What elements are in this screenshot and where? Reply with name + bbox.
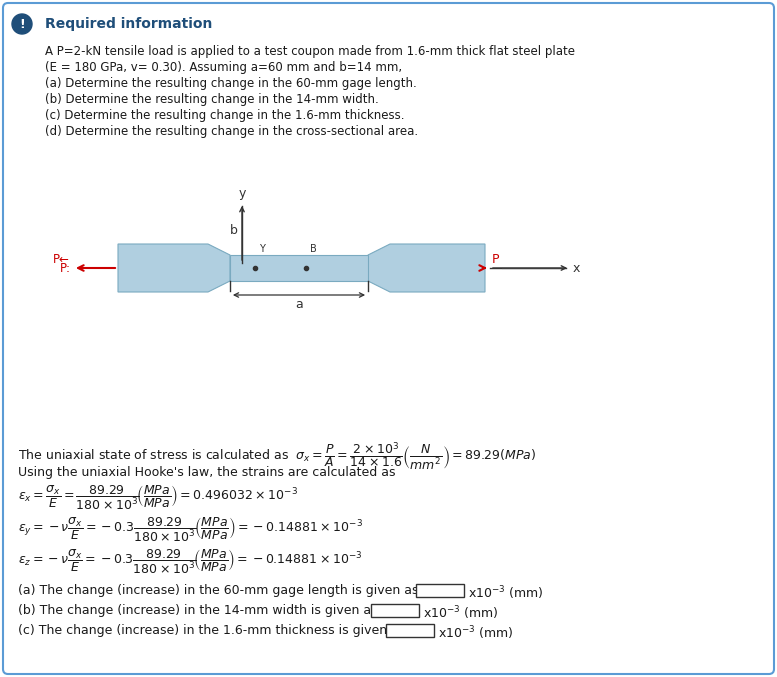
Text: Using the uniaxial Hooke's law, the strains are calculated as: Using the uniaxial Hooke's law, the stra… bbox=[18, 466, 395, 479]
Circle shape bbox=[12, 14, 32, 34]
Text: (c) The change (increase) in the 1.6-mm thickness is given as: (c) The change (increase) in the 1.6-mm … bbox=[18, 624, 406, 637]
FancyBboxPatch shape bbox=[3, 3, 774, 674]
Text: A P=2-kN tensile load is applied to a test coupon made from 1.6-mm thick flat st: A P=2-kN tensile load is applied to a te… bbox=[45, 45, 575, 58]
Polygon shape bbox=[368, 244, 485, 292]
Text: (c) Determine the resulting change in the 1.6-mm thickness.: (c) Determine the resulting change in th… bbox=[45, 109, 405, 122]
FancyBboxPatch shape bbox=[386, 624, 434, 637]
Text: a: a bbox=[295, 298, 303, 311]
Text: y: y bbox=[239, 187, 246, 200]
Polygon shape bbox=[230, 255, 368, 281]
Text: B: B bbox=[310, 244, 317, 254]
Text: P: P bbox=[492, 253, 500, 266]
Text: P←: P← bbox=[53, 253, 70, 266]
Text: P:: P: bbox=[60, 261, 71, 274]
Text: $\varepsilon_z = -\nu\dfrac{\sigma_x}{E} = -0.3\dfrac{89.29}{180\times10^3}\!\le: $\varepsilon_z = -\nu\dfrac{\sigma_x}{E}… bbox=[18, 548, 362, 576]
Text: x10$^{-3}$ (mm): x10$^{-3}$ (mm) bbox=[468, 584, 544, 602]
Text: Required information: Required information bbox=[45, 17, 212, 31]
Text: (b) The change (increase) in the 14-mm width is given as: (b) The change (increase) in the 14-mm w… bbox=[18, 604, 378, 617]
Polygon shape bbox=[118, 244, 230, 292]
Text: (a) Determine the resulting change in the 60-mm gage length.: (a) Determine the resulting change in th… bbox=[45, 77, 416, 90]
Text: !: ! bbox=[19, 18, 25, 30]
FancyBboxPatch shape bbox=[371, 604, 419, 617]
Text: x10$^{-3}$ (mm): x10$^{-3}$ (mm) bbox=[438, 624, 514, 642]
Text: $\varepsilon_x = \dfrac{\sigma_x}{E} = \dfrac{89.29}{180\times10^3}\!\left(\dfra: $\varepsilon_x = \dfrac{\sigma_x}{E} = \… bbox=[18, 484, 298, 512]
Text: (E = 180 GPa, v= 0.30). Assuming a=60 mm and b=14 mm,: (E = 180 GPa, v= 0.30). Assuming a=60 mm… bbox=[45, 61, 402, 74]
FancyBboxPatch shape bbox=[416, 584, 464, 597]
Text: x10$^{-3}$ (mm): x10$^{-3}$ (mm) bbox=[423, 604, 499, 621]
Text: (b) Determine the resulting change in the 14-mm width.: (b) Determine the resulting change in th… bbox=[45, 93, 378, 106]
Text: (a) The change (increase) in the 60-mm gage length is given as: (a) The change (increase) in the 60-mm g… bbox=[18, 584, 419, 597]
Text: The uniaxial state of stress is calculated as  $\sigma_x = \dfrac{P}{A} = \dfrac: The uniaxial state of stress is calculat… bbox=[18, 440, 536, 472]
Text: b: b bbox=[230, 223, 238, 236]
Text: Y: Y bbox=[259, 244, 265, 254]
Text: (d) Determine the resulting change in the cross-sectional area.: (d) Determine the resulting change in th… bbox=[45, 125, 418, 138]
Text: $\varepsilon_y = -\nu\dfrac{\sigma_x}{E} = -0.3\dfrac{89.29}{180\times10^3}\!\le: $\varepsilon_y = -\nu\dfrac{\sigma_x}{E}… bbox=[18, 516, 363, 544]
Text: x: x bbox=[573, 261, 580, 274]
